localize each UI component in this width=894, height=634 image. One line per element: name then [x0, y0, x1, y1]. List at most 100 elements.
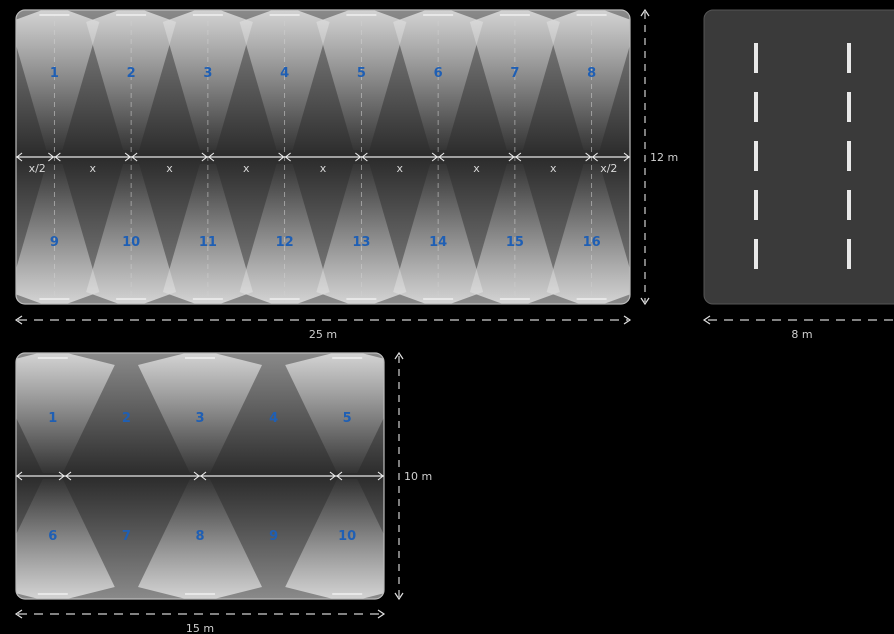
beam-bottom-6 — [393, 164, 484, 304]
luminaire-number: 5 — [343, 411, 352, 426]
beam-bottom-5 — [316, 164, 407, 304]
diagram-c-background — [703, 9, 894, 305]
luminaire-number: 10 — [338, 529, 356, 544]
spacing-tick — [65, 471, 72, 481]
diagram-b-height-arrow-top — [394, 351, 404, 360]
spacing-tick — [361, 152, 368, 162]
luminaire-number: 8 — [195, 529, 204, 544]
half-spacing-label-right: x/2 — [600, 162, 617, 175]
luminaire-number: 13 — [352, 235, 370, 250]
lane-dash — [754, 43, 758, 73]
lane-dash — [847, 141, 851, 171]
diagram-a-width-label: 25 m — [309, 328, 337, 341]
luminaire-number: 16 — [583, 235, 601, 250]
lane-dash — [754, 141, 758, 171]
luminaire-number: 6 — [434, 66, 443, 81]
luminaire-number: 1 — [48, 411, 57, 426]
spacing-tick — [377, 471, 384, 481]
spacing-tick — [201, 152, 208, 162]
diagram-a-width-arrow-left — [14, 315, 23, 325]
spacing-tick — [431, 152, 439, 162]
lane-dash — [754, 92, 758, 122]
luminaire-number: 12 — [276, 235, 294, 250]
spacing-tick — [48, 152, 55, 162]
half-spacing-label-left: x/2 — [29, 162, 46, 175]
luminaire-number: 2 — [122, 411, 131, 426]
luminaire-number: 4 — [269, 411, 278, 426]
diagram-a-height-label: 12 m — [650, 151, 678, 164]
spacing-tick — [16, 152, 23, 162]
beam-top-3 — [138, 353, 262, 473]
spacing-tick — [508, 152, 515, 162]
luminaire-number: 3 — [195, 411, 204, 426]
beam-bottom-3 — [162, 164, 253, 304]
lane-dash — [847, 43, 851, 73]
luminaire-number: 2 — [127, 66, 136, 81]
spacing-tick — [585, 152, 592, 162]
diagram-b: 1 6 2 7 3 8 4 9 5 10 10 m 15 m — [14, 351, 432, 634]
spacing-tick — [58, 471, 65, 481]
spacing-label: x — [396, 162, 403, 175]
lane-dash — [847, 239, 851, 269]
spacing-tick — [591, 152, 598, 162]
spacing-tick — [207, 152, 215, 162]
spacing-tick — [278, 152, 285, 162]
spacing-tick — [514, 152, 522, 162]
diagram-c: 8 m — [702, 9, 894, 341]
spacing-label: x — [473, 162, 480, 175]
spacing-tick — [438, 152, 445, 162]
diagram-b-height-arrow-bottom — [394, 592, 404, 601]
spacing-tick — [623, 152, 630, 162]
spacing-label: x — [166, 162, 173, 175]
diagram-b-height-label: 10 m — [404, 470, 432, 483]
lane-dash — [847, 190, 851, 220]
luminaire-number: 5 — [357, 66, 366, 81]
luminaire-number: 15 — [506, 235, 524, 250]
diagram-c-width-arrow-left — [702, 315, 711, 325]
spacing-tick — [284, 152, 291, 162]
spacing-label: x — [320, 162, 327, 175]
luminaire-number: 8 — [587, 66, 596, 81]
spacing-tick — [193, 471, 200, 481]
beam-bottom-5 — [285, 479, 384, 599]
luminaire-number: 6 — [48, 529, 57, 544]
beam-top-5 — [285, 353, 384, 473]
spacing-tick — [355, 152, 362, 162]
beam-bottom-8 — [546, 164, 630, 304]
spacing-label: x — [550, 162, 557, 175]
beam-bottom-2 — [86, 164, 177, 304]
spacing-tick — [16, 471, 23, 481]
luminaire-number: 9 — [50, 235, 59, 250]
luminaire-number: 7 — [510, 66, 519, 81]
spacing-label: x — [89, 162, 96, 175]
diagram-a-height-arrow-top — [640, 8, 650, 17]
diagram-b-width-arrow-left — [14, 609, 23, 619]
beam-bottom-7 — [469, 164, 560, 304]
luminaire-number: 1 — [50, 66, 59, 81]
spacing-tick — [336, 471, 343, 481]
luminaire-number: 10 — [122, 235, 140, 250]
spacing-tick — [329, 471, 336, 481]
lane-dash — [754, 239, 758, 269]
diagram-a-width-arrow-right — [623, 315, 632, 325]
beam-bottom-1 — [16, 479, 115, 599]
luminaire-number: 4 — [280, 66, 289, 81]
beam-bottom-4 — [239, 164, 330, 304]
lane-dash — [847, 92, 851, 122]
spacing-tick — [200, 471, 207, 481]
beam-bottom-1 — [16, 164, 100, 304]
beam-bottom-3 — [138, 479, 262, 599]
diagram-b-width-arrow-right — [377, 609, 386, 619]
diagram-a: 1 9 2 10 3 11 4 12 5 13 6 14 7 15 8 16 x x x x x x x x/2 x/2 12… — [14, 8, 678, 341]
spacing-tick — [54, 152, 61, 162]
spacing-label: x — [243, 162, 250, 175]
diagram-c-width-label: 8 m — [791, 328, 812, 341]
beam-top-1 — [16, 353, 115, 473]
luminaire-number: 9 — [269, 529, 278, 544]
diagram-a-height-arrow-bottom — [640, 297, 650, 306]
spacing-tick — [131, 152, 138, 162]
lane-dash — [754, 190, 758, 220]
luminaire-number: 7 — [122, 529, 131, 544]
luminaire-number: 11 — [199, 235, 217, 250]
